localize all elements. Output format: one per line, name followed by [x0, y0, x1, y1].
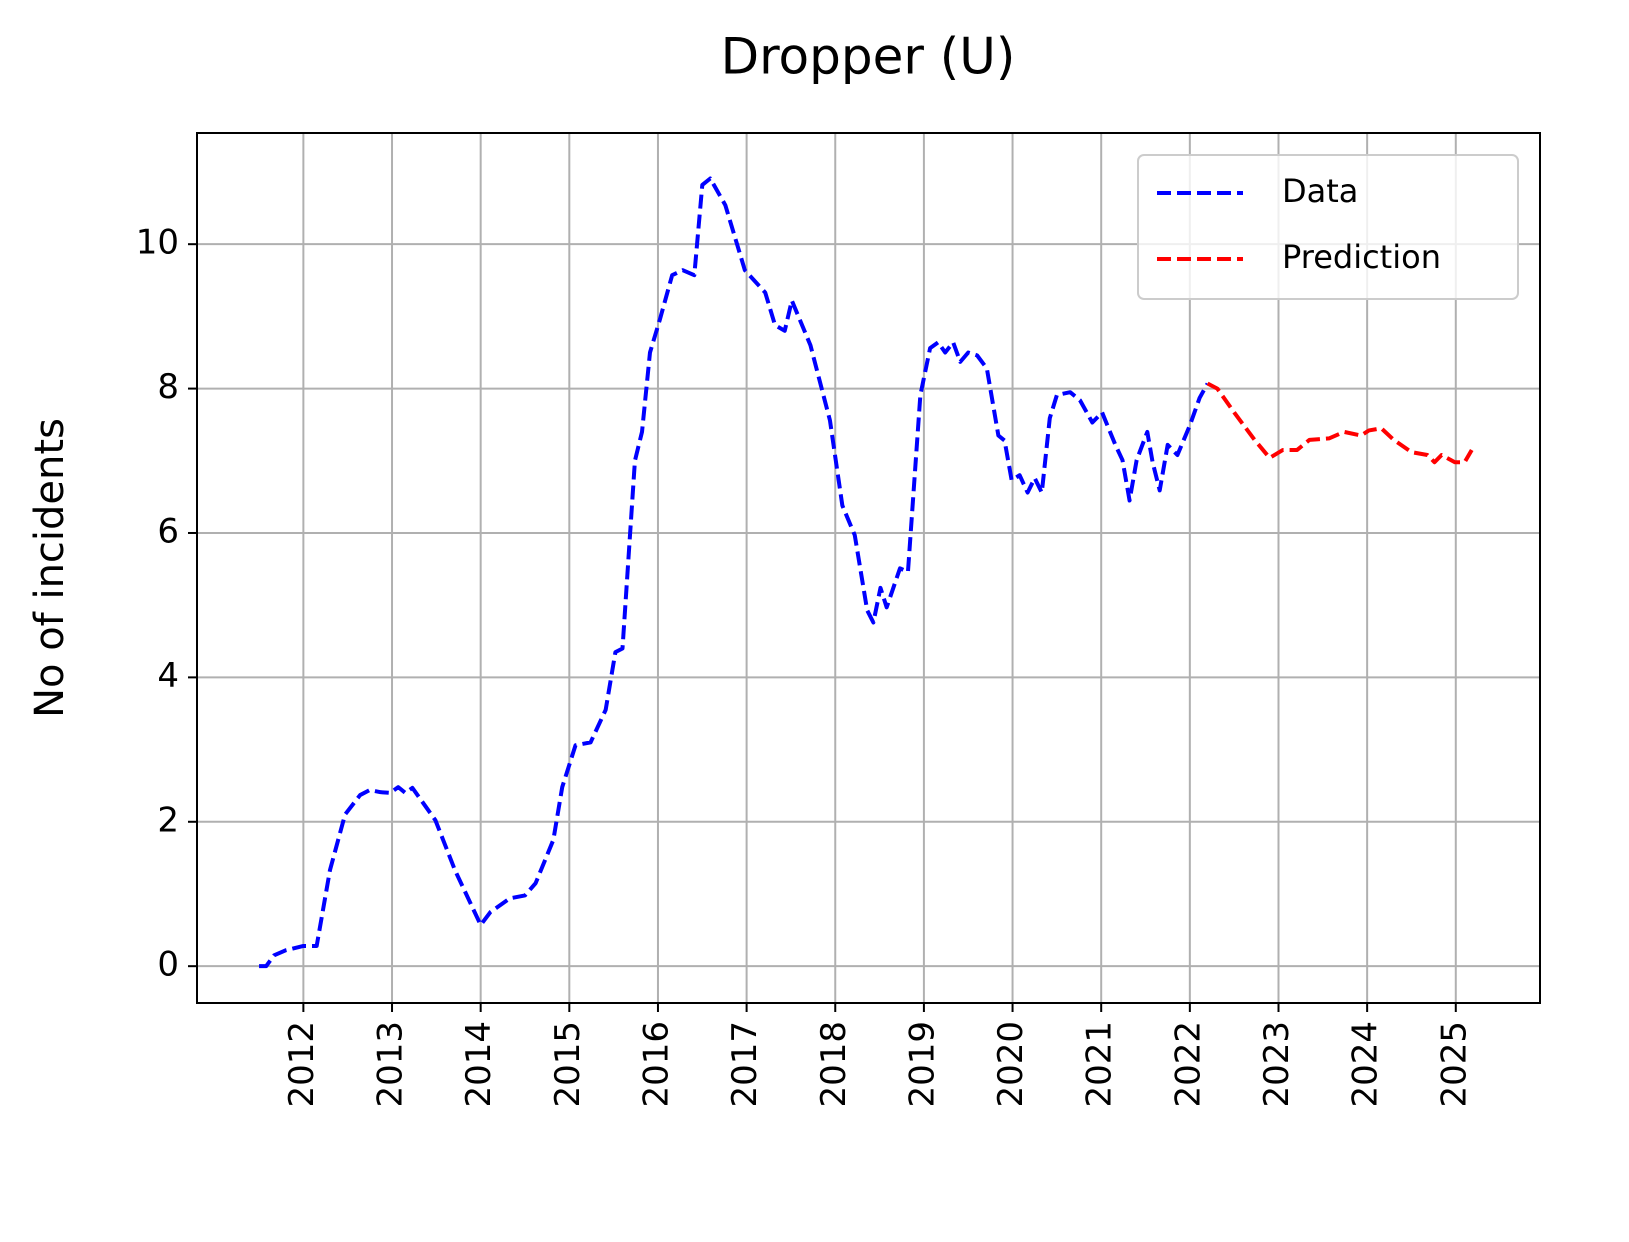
x-tick-label: 2015 [548, 1021, 588, 1108]
x-tick-label: 2025 [1434, 1021, 1474, 1108]
plot-lines [259, 176, 1474, 969]
x-tick-label: 2018 [814, 1021, 854, 1108]
legend-label: Prediction [1282, 238, 1441, 276]
x-tick-label: 2019 [902, 1021, 942, 1108]
grid [197, 133, 1540, 1003]
x-tick-label: 2021 [1080, 1021, 1120, 1108]
y-axis-label: No of incidents [27, 418, 73, 718]
legend-label: Data [1282, 172, 1358, 210]
x-tick-label: 2016 [636, 1021, 676, 1108]
plot-frame [196, 132, 1541, 1004]
legend-box [1137, 154, 1519, 300]
x-tick-label: 2020 [991, 1021, 1031, 1108]
y-tick-label: 4 [157, 656, 179, 696]
x-tick-label: 2013 [371, 1021, 411, 1108]
x-tick-label: 2022 [1168, 1021, 1208, 1108]
x-tick-label: 2012 [282, 1021, 322, 1108]
data-line [1206, 381, 1474, 465]
legend: Data Prediction [1137, 154, 1519, 300]
axes: 0 2 4 6 8 10 2012 2013 2014 2015 2016 2017 2018 2019 2… [136, 223, 1475, 1108]
chart-title: Dropper (U) [721, 28, 1016, 86]
y-tick-label: 2 [157, 800, 179, 840]
x-tick-label: 2017 [725, 1021, 765, 1108]
x-tick-label: 2014 [459, 1021, 499, 1108]
y-tick-label: 6 [157, 511, 179, 551]
x-tick-label: 2023 [1257, 1021, 1297, 1108]
y-tick-label: 0 [157, 945, 179, 985]
data-line [259, 176, 1210, 969]
y-tick-label: 10 [136, 223, 179, 263]
y-tick-label: 8 [157, 367, 179, 407]
x-tick-label: 2024 [1346, 1021, 1386, 1108]
